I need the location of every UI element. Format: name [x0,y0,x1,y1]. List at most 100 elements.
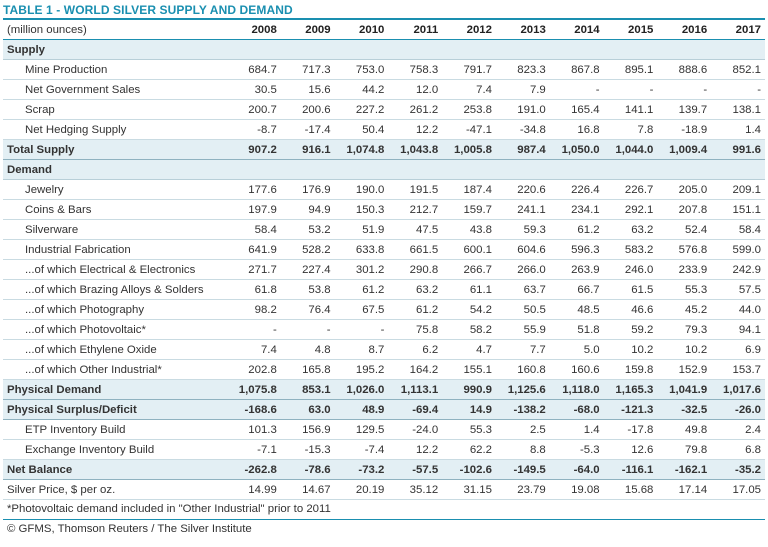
table-cell: -262.8 [227,459,281,480]
table-row: ...of which Photovoltaic* - - -75.8 58.2 55.9… [3,319,765,340]
table-cell: 2.5 [495,419,550,440]
year-header: 2009 [305,23,331,36]
table-cell [495,39,550,60]
table-cell: 1,050.0 [549,139,604,160]
table-cell [657,159,712,180]
table-cell: 1,044.0 [603,139,658,160]
table-cell: 4.7 [442,339,496,360]
row-label: Silver Price, $ per oz. [3,479,227,500]
table-cell: 991.6 [711,139,765,160]
table-cell: 212.7 [388,199,443,220]
table-cell: 599.0 [711,239,765,260]
total-row: Net Balance -262.8 -78.6 -73.2 -57.5 -102.6 -1… [3,459,765,480]
table-cell: 48.9 [334,399,389,420]
table-cell: 6.8 [711,439,765,460]
table-cell: 30.5 [227,79,281,100]
table-cell: 292.1 [603,199,658,220]
table-cell: 139.7 [657,99,712,120]
table-cell: 253.8 [442,99,496,120]
table-cell: 58.4 [711,219,765,240]
table-cell: 61.2 [549,219,604,240]
table-cell: 17.05 [711,479,765,500]
divider [3,519,765,520]
table-cell: 159.7 [442,199,496,220]
table-cell: 61.8 [227,279,281,300]
table-cell: 263.9 [549,259,604,280]
table-cell: - [334,319,389,340]
table-cell [442,39,496,60]
table-cell: 59.3 [495,219,550,240]
table-cell: 301.2 [334,259,389,280]
table-row: Silver Price, $ per oz. 14.99 14.67 20.19 35… [3,479,765,500]
table-cell: 53.2 [280,219,335,240]
table-row: ...of which Ethylene Oxide 7.4 4.8 8.7 6.2 4.… [3,339,765,360]
table-cell: 48.5 [549,299,604,320]
table-cell: 152.9 [657,359,712,380]
table-cell: 155.1 [442,359,496,380]
table-cell: 55.3 [442,419,496,440]
table-cell: 54.2 [442,299,496,320]
table-cell: 7.4 [442,79,496,100]
table-cell: 12.6 [603,439,658,460]
table-cell: 12.2 [388,119,443,140]
table-cell: 633.8 [334,239,389,260]
row-label: ...of which Ethylene Oxide [3,339,227,360]
table-cell: 94.9 [280,199,335,220]
table-cell: 753.0 [334,59,389,80]
table-cell: - [657,79,712,100]
table-cell: -102.6 [442,459,496,480]
table-cell: -57.5 [388,459,443,480]
table-cell: 55.9 [495,319,550,340]
table-cell: 15.68 [603,479,658,500]
table-cell: 4.8 [280,339,335,360]
row-label: Jewelry [3,179,227,200]
table-cell: 57.5 [711,279,765,300]
table-cell: 14.67 [280,479,335,500]
table-cell: 604.6 [495,239,550,260]
table-cell: 242.9 [711,259,765,280]
table-cell: 5.0 [549,339,604,360]
table-cell: 661.5 [388,239,443,260]
year-header: 2016 [681,23,708,36]
table-cell: 600.1 [442,239,496,260]
table-cell [334,39,389,60]
table-cell: 226.7 [603,179,658,200]
table-cell: 176.9 [280,179,335,200]
table-cell: 14.9 [442,399,496,420]
table-cell: 7.4 [227,339,281,360]
table-cell: 53.8 [280,279,335,300]
table-cell: 50.5 [495,299,550,320]
table-cell: 1,017.6 [711,379,765,400]
unit-label: (million ounces) [7,23,87,36]
table-cell: 10.2 [603,339,658,360]
table-cell: 58.4 [227,219,281,240]
table-row: Coins & Bars 197.9 94.9 150.3 212.7 159.7 241.… [3,199,765,220]
row-label: Coins & Bars [3,199,227,220]
table-cell: 7.9 [495,79,550,100]
table-cell: 990.9 [442,379,496,400]
table-cell: 35.12 [388,479,443,500]
table-cell: -121.3 [603,399,658,420]
table-cell: 1,026.0 [334,379,389,400]
table-cell: 823.3 [495,59,550,80]
table-cell: 15.6 [280,79,335,100]
table-cell: 205.0 [657,179,712,200]
table-title: TABLE 1 - WORLD SILVER SUPPLY AND DEMAND [3,3,293,17]
table-cell: 51.8 [549,319,604,340]
table-cell: -17.8 [603,419,658,440]
year-header: 2013 [520,23,546,36]
table-cell: 202.8 [227,359,281,380]
table-cell: 684.7 [227,59,281,80]
table-cell: 271.7 [227,259,281,280]
table-cell [334,159,389,180]
table-cell: 101.3 [227,419,281,440]
table-row: Scrap 200.7 200.6 227.2 261.2 253.8 191.0 165.4… [3,99,765,120]
table-cell [603,39,658,60]
year-header: 2012 [466,23,492,36]
year-header: 2008 [251,23,277,36]
table-cell: 75.8 [388,319,443,340]
table-cell: 528.2 [280,239,335,260]
table-cell: -68.0 [549,399,604,420]
table-cell: 43.8 [442,219,496,240]
table-cell: 67.5 [334,299,389,320]
